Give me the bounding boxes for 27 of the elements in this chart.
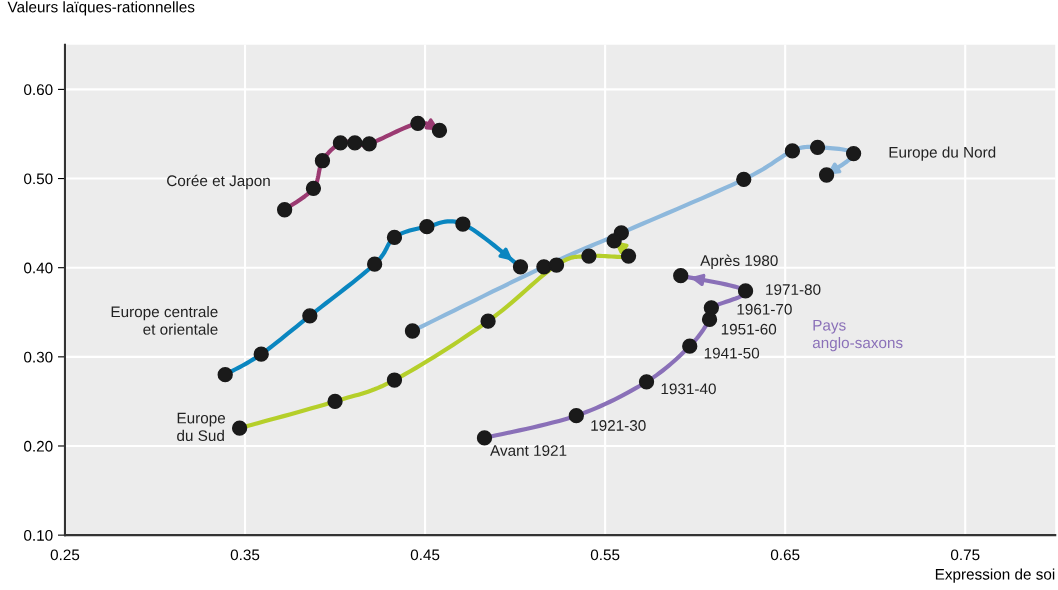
- x-tick-label: 0.75: [950, 549, 980, 561]
- x-tick-label: 0.55: [590, 549, 620, 561]
- y-tick-label: 0.40: [24, 262, 53, 274]
- series-label: Europe du Sud: [177, 412, 226, 442]
- y-tick-label: 0.60: [24, 84, 53, 96]
- annotation: 1941-50: [704, 347, 760, 359]
- series-label: Europe du Nord: [889, 146, 996, 161]
- annotation: 1971-80: [766, 284, 821, 295]
- text: Europe centrale et orientale: [111, 305, 218, 335]
- x-tick-label: 0.45: [410, 549, 440, 561]
- series-label: Corée et Japon: [167, 174, 270, 190]
- text: Pays anglo-saxons: [812, 319, 903, 352]
- annotation: 1961-70: [737, 303, 792, 315]
- y-tick-label: 0.50: [24, 173, 53, 185]
- annotation: 1951-60: [721, 323, 777, 335]
- x-tick-label: 0.25: [50, 549, 80, 561]
- annotation: Avant 1921: [490, 445, 567, 456]
- x-tick-label: 0.65: [770, 549, 800, 561]
- y-tick-label: 0.30: [24, 351, 53, 363]
- y-tick-label: 0.20: [24, 440, 53, 452]
- annotation: 1931-40: [661, 383, 716, 395]
- x-axis-title: Expression de soi: [935, 568, 1055, 583]
- annotation: 1921-30: [591, 420, 646, 431]
- x-tick-label: 0.35: [230, 549, 260, 561]
- y-axis-title: Valeurs laïques-rationnelles: [7, 1, 195, 16]
- y-tick-label: 0.10: [24, 530, 53, 541]
- annotation: Après 1980: [700, 254, 778, 270]
